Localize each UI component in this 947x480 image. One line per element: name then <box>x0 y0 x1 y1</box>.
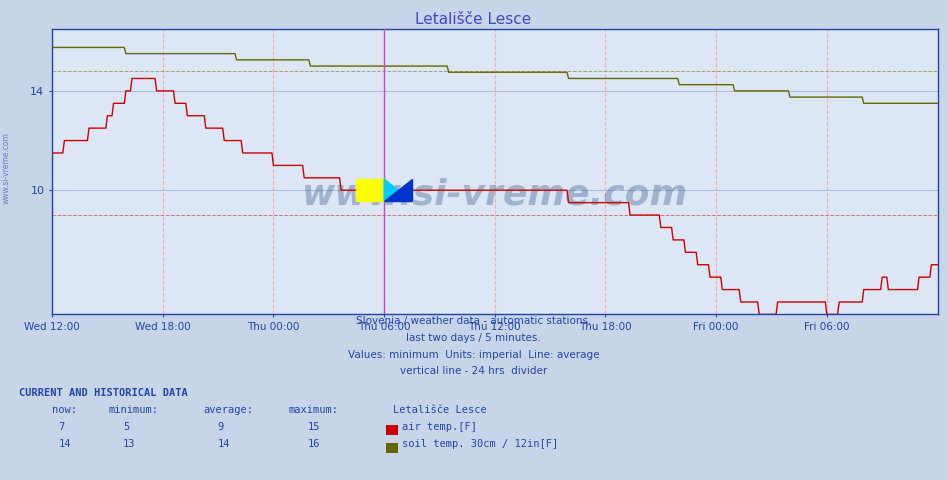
Text: Values: minimum  Units: imperial  Line: average: Values: minimum Units: imperial Line: av… <box>348 349 599 360</box>
Text: 9: 9 <box>218 421 224 432</box>
Text: CURRENT AND HISTORICAL DATA: CURRENT AND HISTORICAL DATA <box>19 388 188 398</box>
Text: 13: 13 <box>123 439 135 449</box>
Text: Letališče Lesce: Letališče Lesce <box>393 405 487 415</box>
Text: 14: 14 <box>218 439 230 449</box>
Text: 16: 16 <box>308 439 320 449</box>
Text: now:: now: <box>52 405 77 415</box>
Text: vertical line - 24 hrs  divider: vertical line - 24 hrs divider <box>400 366 547 376</box>
Text: 14: 14 <box>59 439 71 449</box>
Polygon shape <box>384 179 412 202</box>
Text: maximum:: maximum: <box>289 405 339 415</box>
Text: minimum:: minimum: <box>109 405 159 415</box>
Text: air temp.[F]: air temp.[F] <box>402 421 477 432</box>
Text: 7: 7 <box>59 421 65 432</box>
Bar <box>356 179 384 202</box>
Text: 5: 5 <box>123 421 130 432</box>
Text: last two days / 5 minutes.: last two days / 5 minutes. <box>406 333 541 343</box>
Text: soil temp. 30cm / 12in[F]: soil temp. 30cm / 12in[F] <box>402 439 559 449</box>
Text: www.si-vreme.com: www.si-vreme.com <box>302 178 688 212</box>
Text: Letališče Lesce: Letališče Lesce <box>416 12 531 27</box>
Polygon shape <box>384 179 412 202</box>
Text: average:: average: <box>204 405 254 415</box>
Text: www.si-vreme.com: www.si-vreme.com <box>2 132 11 204</box>
Text: Slovenia / weather data - automatic stations.: Slovenia / weather data - automatic stat… <box>356 316 591 326</box>
Text: 15: 15 <box>308 421 320 432</box>
